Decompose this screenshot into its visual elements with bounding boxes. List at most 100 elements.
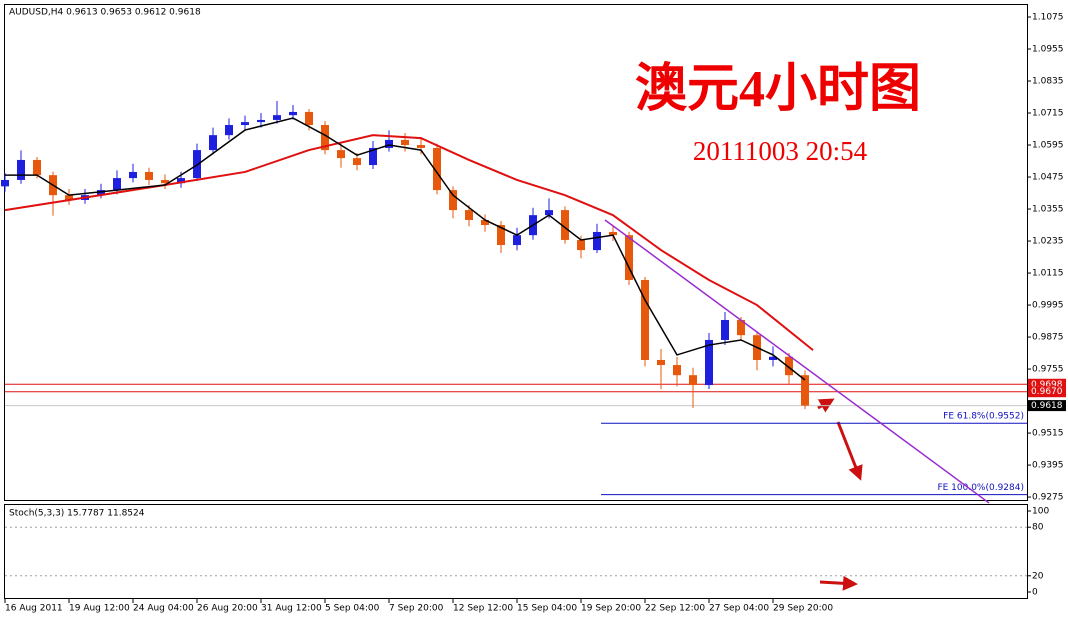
arrow [836,421,863,481]
candle-body [513,235,521,246]
price-tag-label: 0.9670 [1031,387,1063,397]
price-tag-label: 0.9698 [1031,380,1063,390]
y-tick-label: 0.9995 [1032,301,1064,311]
x-tick-label: 19 Sep 20:00 [581,604,641,614]
candle-body [113,178,121,191]
candle-body [337,150,345,159]
candle-body [145,171,153,180]
x-tick-label: 26 Aug 20:00 [197,604,258,614]
fib-label: FE 61.8%(0.9552) [943,412,1024,422]
x-tick-label: 12 Sep 12:00 [453,604,513,614]
candle-body [673,365,681,376]
line-series [4,134,814,351]
y-tick-label: 20 [1032,571,1044,581]
y-tick-label: 1.0595 [1032,141,1064,151]
candle-body [689,375,697,386]
candle-body [657,359,665,366]
y-tick-label: 1.0355 [1032,205,1064,215]
candle-body [193,150,201,179]
indicator-title: Stoch(5,3,3) 15.7787 11.8524 [9,509,145,519]
candle-body [609,231,617,236]
candle-body [385,139,393,148]
indicator-panel-border [4,504,1028,599]
candle-body [1,179,9,187]
x-tick-label: 7 Sep 20:00 [389,604,444,614]
candle-body [545,210,553,216]
candle-body [257,119,265,123]
y-tick-label: 1.0475 [1032,173,1064,183]
x-tick-label: 15 Sep 04:00 [517,604,577,614]
chart-title: AUDUSD,H4 0.9613 0.9653 0.9612 0.9618 [9,8,201,18]
candle-body [401,139,409,146]
candle-body [65,195,73,200]
x-tick-label: 22 Sep 12:00 [645,604,705,614]
x-tick-label: 31 Aug 12:00 [261,604,322,614]
candle-body [209,135,217,151]
y-tick-label: 100 [1032,507,1049,517]
y-tick-label: 1.0715 [1032,109,1064,119]
candle-body [17,159,25,180]
price-tag [1028,378,1066,390]
annotation-title: 澳元4小时图 [635,60,921,118]
candle-body [353,158,361,166]
x-tick-label: 5 Sep 04:00 [325,604,380,614]
arrow [819,575,858,591]
candle-body [433,147,441,191]
x-tick-label: 27 Sep 04:00 [709,604,769,614]
candle-body [801,375,809,406]
candle-body [97,190,105,196]
x-tick-label: 16 Aug 2011 [5,604,63,614]
annotation-date: 20111003 20:54 [693,136,868,166]
x-tick-label: 19 Aug 12:00 [69,604,130,614]
candle-body [305,111,313,126]
trendline [604,219,990,504]
y-tick-label: 0.9755 [1032,365,1064,375]
fib-label: FE 100.0%(0.9284) [937,483,1024,493]
y-tick-label: 1.1075 [1032,13,1064,23]
x-tick-label: 29 Sep 20:00 [773,604,833,614]
candle-body [625,235,633,280]
candle-body [273,115,281,120]
main-panel-border [4,4,1028,501]
price-tag [1028,400,1066,412]
y-tick-label: 1.0115 [1032,269,1064,279]
candle-body [577,239,585,251]
candle-body [33,159,41,176]
y-tick-label: 0.9395 [1032,461,1064,471]
candle-body [161,179,169,184]
y-tick-label: 1.0955 [1032,45,1064,55]
candle-body [321,125,329,151]
y-tick-label: 1.0835 [1032,77,1064,87]
x-tick-label: 24 Aug 04:00 [133,604,194,614]
candle-body [241,122,249,126]
candle-body [737,319,745,336]
candle-body [561,210,569,240]
candle-body [369,147,377,166]
candle-body [289,111,297,116]
y-tick-label: 0.9875 [1032,333,1064,343]
y-tick-label: 0.9515 [1032,429,1064,439]
candle-body [225,125,233,136]
arrow [817,398,835,413]
y-tick-label: 0 [1032,588,1038,598]
price-tag [1028,386,1066,398]
price-tag-label: 0.9618 [1031,401,1063,411]
y-tick-label: 80 [1032,523,1044,533]
candle-body [481,219,489,226]
y-tick-label: 1.0235 [1032,237,1064,247]
candle-body [705,339,713,386]
candle-body [465,210,473,220]
y-tick-label: 0.9275 [1032,493,1064,503]
candle-body [449,190,457,211]
candle-body [593,231,601,251]
candle-body [769,356,777,360]
candle-body [641,279,649,360]
line-series [5,117,806,381]
candle-body [177,178,185,184]
candle-body [129,171,137,179]
candle-body [785,356,793,376]
candle-body [721,319,729,340]
candle-body [417,145,425,148]
